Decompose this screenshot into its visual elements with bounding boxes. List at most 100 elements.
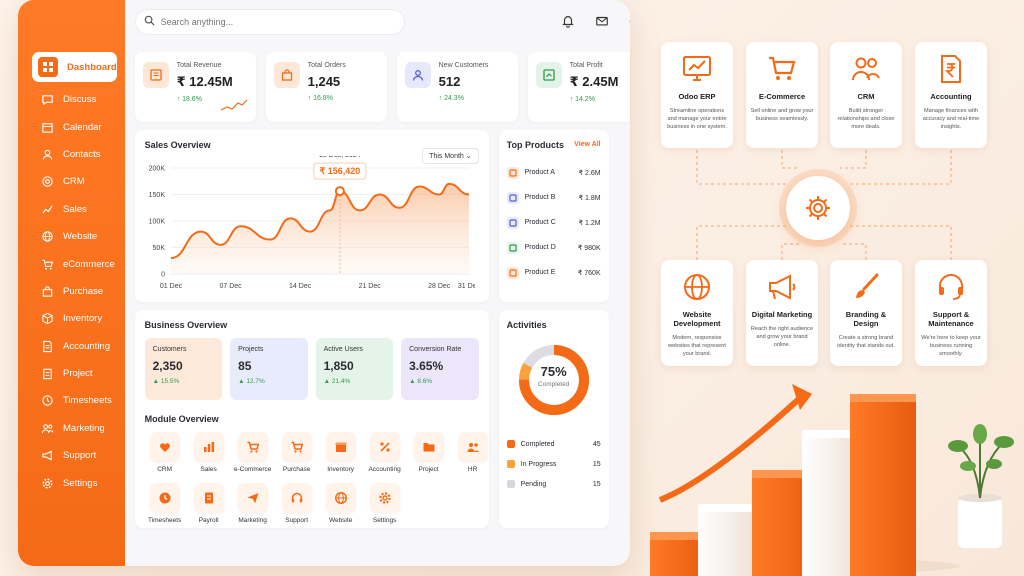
- sidebar-item-contacts[interactable]: Contacts: [18, 141, 125, 168]
- service-title: CRM: [857, 92, 875, 101]
- module-purchase[interactable]: Purchase: [277, 432, 317, 473]
- kpi-customers[interactable]: Customers 2,350 ▲ 15.5%: [144, 338, 223, 400]
- period-dropdown[interactable]: This Month ⌄: [422, 148, 479, 164]
- activities-percent: 75%: [540, 364, 567, 379]
- rupee-document-icon: [919, 52, 983, 86]
- sparkline-icon: [220, 99, 248, 111]
- bell-icon[interactable]: [561, 14, 577, 30]
- module-label: Marketing: [238, 517, 267, 524]
- sidebar-item-discuss[interactable]: Discuss: [18, 86, 125, 113]
- sidebar-item-accounting[interactable]: Accounting: [18, 333, 125, 360]
- service-card-support-maintenance[interactable]: Support & Maintenance We're here to keep…: [915, 260, 987, 366]
- module-website[interactable]: Website: [321, 483, 361, 524]
- kpi-change: ▲ 12.7%: [238, 378, 265, 385]
- sidebar-item-purchase[interactable]: Purchase: [18, 278, 125, 305]
- stat-card-total-profit[interactable]: Total Profit ₹ 2.45M ↑ 14.2%: [527, 52, 630, 122]
- revenue-icon: [142, 62, 169, 88]
- customers-icon: [404, 62, 431, 88]
- search-icon: [144, 13, 155, 31]
- sidebar-item-project[interactable]: Project: [18, 360, 125, 387]
- service-card-e-commerce[interactable]: E-Commerce Sell online and grow your bus…: [746, 42, 818, 148]
- service-card-digital-marketing[interactable]: Digital Marketing Reach the right audien…: [746, 260, 818, 366]
- stat-card-total-revenue[interactable]: Total Revenue ₹ 12.45M ↑ 18.6%: [134, 52, 256, 122]
- service-description: Build stronger relationships and close m…: [837, 108, 895, 131]
- sidebar-item-website[interactable]: Website: [18, 223, 125, 250]
- product-row[interactable]: Product C ₹ 1.2M: [506, 210, 601, 235]
- sidebar-item-inventory[interactable]: Inventory: [18, 305, 125, 332]
- sidebar-item-sales[interactable]: Sales: [18, 196, 125, 223]
- sidebar-item-label: CRM: [63, 176, 85, 188]
- kpi-conversion-rate[interactable]: Conversion Rate 3.65% ▲ 8.6%: [401, 338, 479, 400]
- service-description: Modern, responsive websites that represe…: [668, 335, 726, 358]
- module-sales[interactable]: Sales: [189, 432, 229, 473]
- headset-icon: [281, 483, 312, 513]
- kpi-projects[interactable]: Projects 85 ▲ 12.7%: [230, 338, 308, 400]
- module-hr[interactable]: HR: [453, 432, 493, 473]
- module-label: Sales: [200, 466, 217, 473]
- product-icon: [506, 191, 519, 204]
- module-support[interactable]: Support: [277, 483, 317, 524]
- module-marketing[interactable]: Marketing: [233, 483, 273, 524]
- business-overview-title: Business Overview: [144, 320, 228, 330]
- profit-icon: [535, 62, 562, 88]
- module-payroll[interactable]: Payroll: [189, 483, 229, 524]
- mail-icon[interactable]: [595, 14, 611, 30]
- module-inventory[interactable]: Inventory: [321, 432, 361, 473]
- sidebar-item-marketing[interactable]: Marketing: [18, 415, 125, 442]
- product-row[interactable]: Product E ₹ 760K: [506, 260, 601, 285]
- module-label: Payroll: [198, 517, 219, 524]
- service-card-crm[interactable]: CRM Build stronger relationships and clo…: [830, 42, 902, 148]
- module-settings[interactable]: Settings: [365, 483, 405, 524]
- service-card-branding-design[interactable]: Branding & Design Create a strong brand …: [830, 260, 902, 366]
- service-description: Create a strong brand identity that stan…: [837, 335, 895, 350]
- profile-icon[interactable]: [629, 14, 630, 30]
- sidebar-item-ecommerce[interactable]: eCommerce: [18, 250, 125, 277]
- service-card-website-development[interactable]: Website Development Modern, responsive w…: [661, 260, 733, 366]
- main-content: Total Revenue ₹ 12.45M ↑ 18.6% Total Ord…: [125, 0, 630, 566]
- sidebar-item-label: Purchase: [63, 285, 104, 297]
- service-card-accounting[interactable]: Accounting Manage finances with accuracy…: [915, 42, 987, 148]
- search-box[interactable]: [134, 9, 405, 35]
- kpi-label: Projects: [238, 346, 264, 353]
- stat-card-new-customers[interactable]: New Customers 512 ↑ 24.3%: [396, 52, 518, 122]
- module-e-commerce[interactable]: e-Commerce: [233, 432, 273, 473]
- module-label: Accounting: [368, 466, 401, 473]
- search-input[interactable]: [160, 17, 381, 27]
- sidebar-item-label: Marketing: [63, 422, 105, 434]
- service-description: Sell online and grow your business seaml…: [750, 108, 814, 123]
- product-row[interactable]: Product A ₹ 2.6M: [506, 160, 601, 185]
- module-label: HR: [467, 466, 478, 473]
- activities-percent-label: Completed: [537, 381, 570, 388]
- sidebar-item-label: Project: [63, 368, 93, 380]
- stat-value: ₹ 2.45M: [569, 74, 619, 89]
- module-crm[interactable]: CRM: [145, 432, 185, 473]
- sidebar-item-dashboard[interactable]: Dashboard: [32, 52, 117, 82]
- kpi-label: Active Users: [323, 346, 363, 353]
- product-row[interactable]: Product B ₹ 1.8M: [506, 185, 601, 210]
- sidebar-item-label: Sales: [63, 203, 87, 215]
- activity-row: Completed 45: [506, 434, 601, 454]
- heart-icon: [149, 432, 180, 462]
- sidebar-item-timesheets[interactable]: Timesheets: [18, 387, 125, 414]
- sidebar: Dashboard Discuss Calendar Contacts CRM Sales…: [18, 0, 125, 566]
- view-all-link[interactable]: View All: [574, 141, 601, 148]
- kpi-active-users[interactable]: Active Users 1,850 ▲ 21.4%: [315, 338, 394, 400]
- users-icon: [40, 421, 54, 435]
- sidebar-item-crm[interactable]: CRM: [18, 168, 125, 195]
- stat-card-total-orders[interactable]: Total Orders 1,245 ↑ 16.8%: [265, 52, 387, 122]
- sidebar-item-support[interactable]: Support: [18, 442, 125, 469]
- product-value: ₹ 2.6M: [578, 169, 601, 177]
- user-icon: [40, 147, 54, 161]
- product-row[interactable]: Product D ₹ 980K: [506, 235, 601, 260]
- module-timesheets[interactable]: Timesheets: [145, 483, 185, 524]
- service-card-odoo-erp[interactable]: Odoo ERP Streamline operations and manag…: [661, 42, 733, 148]
- module-accounting[interactable]: Accounting: [365, 432, 405, 473]
- sidebar-item-settings[interactable]: Settings: [18, 469, 125, 496]
- module-project[interactable]: Project: [409, 432, 449, 473]
- y-tick-label: 150K: [148, 192, 165, 199]
- module-label: Timesheets: [147, 517, 182, 524]
- growth-bars-illustration: [650, 384, 1014, 576]
- sidebar-item-calendar[interactable]: Calendar: [18, 113, 125, 140]
- dashboard-window: Dashboard Discuss Calendar Contacts CRM Sales…: [18, 0, 630, 566]
- gear-icon: [40, 476, 54, 490]
